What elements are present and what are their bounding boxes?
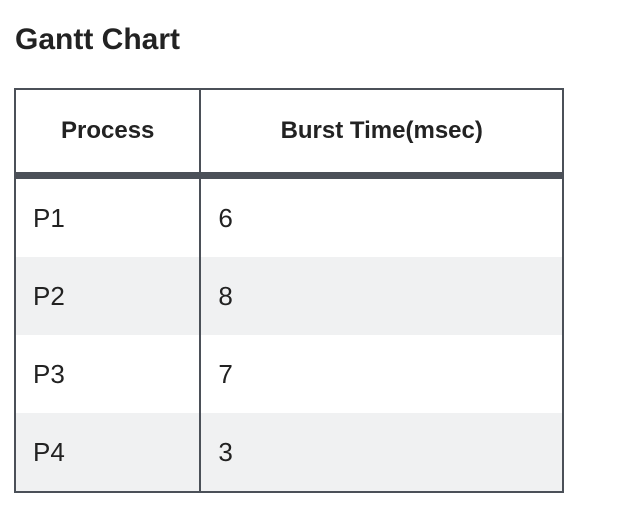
process-cell: P2 xyxy=(15,257,202,335)
table-row: P2 8 xyxy=(15,257,563,335)
header-row: Process Burst Time(msec) xyxy=(15,89,563,179)
header-process: Process xyxy=(15,89,202,179)
table-row: P1 6 xyxy=(15,175,563,257)
header-burst-time: Burst Time(msec) xyxy=(200,89,563,179)
table-row: P4 3 xyxy=(15,413,563,492)
process-burst-table: Process Burst Time(msec) P1 6 P2 8 P3 7 … xyxy=(14,88,564,493)
table-header: Process Burst Time(msec) xyxy=(15,89,563,179)
process-cell: P3 xyxy=(15,335,202,413)
burst-time-cell: 3 xyxy=(200,413,563,492)
page-title: Gantt Chart xyxy=(15,23,180,56)
process-cell: P1 xyxy=(15,175,202,257)
burst-time-cell: 8 xyxy=(200,257,563,335)
process-cell: P4 xyxy=(15,413,202,492)
table-row: P3 7 xyxy=(15,335,563,413)
burst-time-cell: 6 xyxy=(200,175,563,257)
table-body: P1 6 P2 8 P3 7 P4 3 xyxy=(15,175,563,492)
process-table-container: Process Burst Time(msec) P1 6 P2 8 P3 7 … xyxy=(14,88,564,493)
burst-time-cell: 7 xyxy=(200,335,563,413)
